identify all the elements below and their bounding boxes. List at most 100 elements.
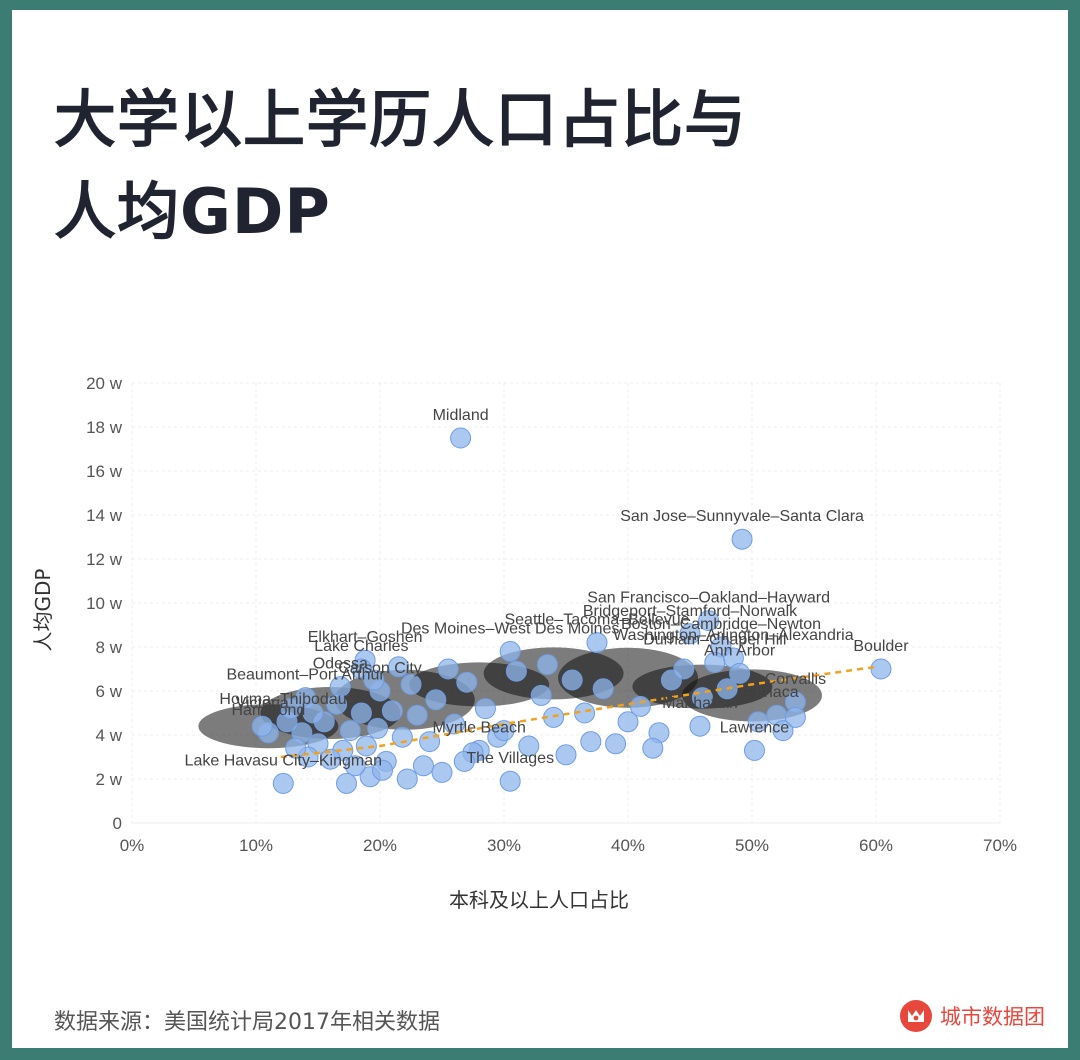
point-label: The Villages [466,750,554,767]
x-axis-ticks: 0% 10% 20% 30% 40% 50% 60% 70% [120,836,1017,855]
point-label: Hammond [231,702,305,719]
scatter-point [698,610,720,632]
scatter-point [580,731,602,753]
point-label: Myrtle Beach [433,719,526,736]
point-label: Lake Havasu City–Kingman [185,752,382,769]
scatter-point [617,711,639,733]
scatter-point [536,654,558,676]
data-points [251,427,892,794]
scatter-point [453,750,475,772]
point-label: San Jose–Sunnyvale–Santa Clara [620,508,864,525]
y-tick-label: 18 w [86,418,123,437]
y-tick-label: 14 w [86,506,123,525]
scatter-point [743,739,765,761]
scatter-point [355,735,377,757]
x-axis-label: 本科及以上人口占比 [449,888,629,912]
y-tick-label: 10 w [86,594,123,613]
x-tick-label: 10% [239,836,273,855]
y-tick-label: 4 w [96,726,123,745]
scatter-point [272,772,294,794]
scatter-point [731,528,753,550]
point-label: Victoria [236,695,289,712]
x-tick-label: 0% [120,836,145,855]
brand-name: 城市数据团 [940,1005,1045,1029]
point-label: San Francisco–Oakland–Hayward [587,590,830,607]
point-label: Lake Charles [314,638,408,655]
scatter-point [285,737,307,759]
scatter-point [350,702,372,724]
y-tick-label: 20 w [86,374,123,393]
scatter-point [437,658,459,680]
x-tick-label: 20% [363,836,397,855]
point-label: Houma–Thibodaux [219,691,354,708]
y-tick-label: 8 w [96,638,123,657]
title-line-1: 大学以上学历人口占比与 [54,83,748,156]
scatter-point [561,669,583,691]
page-title: 大学以上学历人口占比与 人均GDP [54,74,747,258]
scatter-point [474,698,496,720]
x-tick-label: 30% [487,836,521,855]
x-tick-label: 70% [983,836,1017,855]
point-label: Bridgeport–Stamford–Norwalk [583,603,798,620]
point-label: Washington–Arlington–Alexandria [613,627,854,644]
scatter-point [530,684,552,706]
x-tick-label: 60% [859,836,893,855]
scatter-point [412,755,434,777]
label-cluster-blob [682,669,822,722]
scatter-point [499,640,521,662]
brand: 城市数据团 [900,1000,1045,1032]
point-label: Ithaca [755,684,799,701]
scatter-point [870,658,892,680]
scatter-point [388,656,410,678]
scatter-point [729,662,751,684]
scatter-point [431,761,453,783]
point-label: Lawrence [720,719,789,736]
brand-logo-icon [900,1000,932,1032]
y-tick-label: 16 w [86,462,123,481]
scatter-point [425,689,447,711]
scatter-point [450,427,472,449]
y-axis-ticks: 0 2 w 4 w 6 w 8 w 10 w 12 w 14 w 16 w 18 w 20 w [86,374,123,833]
point-label: Elkhart–Goshen [308,629,423,646]
scatter-point [443,713,465,735]
point-label: Odessa [313,656,368,673]
scatter-point [592,678,614,700]
scatter-point [339,720,361,742]
scatter-point [555,744,577,766]
scatter-point [689,715,711,737]
scatter-point [679,623,701,645]
point-label: Carson City [338,660,422,677]
point-label: Manhattan [662,695,738,712]
point-label: Midland [433,407,489,424]
scatter-point [605,733,627,755]
scatter-point [642,737,664,759]
x-tick-label: 40% [611,836,645,855]
y-tick-label: 12 w [86,550,123,569]
trend-line-path [280,665,877,759]
point-label: Des Moines–West Des Moines [401,620,619,637]
point-label: Beaumont–Port Arthur [226,667,385,684]
card: 大学以上学历人口占比与 人均GDP 0 2 w 4 w 6 w 8 w 10 w 12 w 1… [12,10,1068,1048]
scatter-point [505,660,527,682]
point-label: Corvallis [765,671,826,688]
scatter-point [326,693,348,715]
point-label: Seattle–Tacoma–Bellevue [504,612,689,629]
scatter-point [363,669,385,691]
scatter-point [772,720,794,742]
scatter-point [586,632,608,654]
scatter-point [406,704,428,726]
point-label: Ann Arbor [704,642,776,659]
trend-line [280,665,877,759]
scatter-point [391,726,413,748]
y-tick-label: 2 w [96,770,123,789]
scatter-point [302,702,324,724]
scatter-point [319,748,341,770]
scatter-point [518,735,540,757]
scatter-point [400,673,422,695]
y-tick-label: 6 w [96,682,123,701]
point-labels: Midland San Jose–Sunnyvale–Santa Clara Bou… [185,407,910,769]
title-line-2: 人均GDP [54,175,331,248]
scatter-point [280,698,302,720]
scatter-point [381,700,403,722]
scatter-point [456,671,478,693]
